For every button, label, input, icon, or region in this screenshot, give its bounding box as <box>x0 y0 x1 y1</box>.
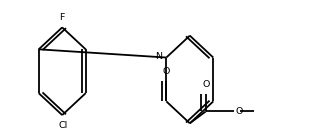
Text: O: O <box>202 80 210 89</box>
Text: F: F <box>60 13 65 22</box>
Text: O: O <box>236 107 243 116</box>
Text: O: O <box>163 67 170 76</box>
Text: Cl: Cl <box>59 121 68 130</box>
Text: N: N <box>155 52 162 61</box>
